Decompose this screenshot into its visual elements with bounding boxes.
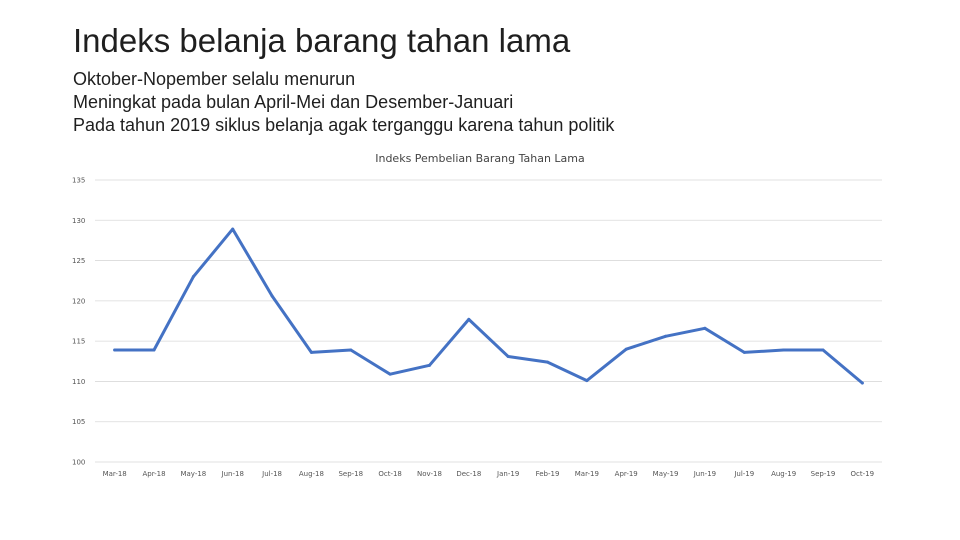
data-point: [388, 372, 392, 376]
y-tick-label: 105: [72, 418, 85, 426]
data-point: [860, 381, 864, 385]
x-tick-label: Jul-18: [261, 470, 282, 478]
data-point: [821, 348, 825, 352]
data-point: [427, 363, 431, 367]
chart-title: Indeks Pembelian Barang Tahan Lama: [375, 152, 585, 165]
x-tick-label: Jul-19: [733, 470, 754, 478]
data-point: [782, 348, 786, 352]
y-tick-label: 120: [72, 297, 85, 305]
x-tick-label: Aug-18: [299, 470, 324, 478]
x-tick-label: Dec-18: [456, 470, 481, 478]
series-group: [113, 227, 864, 385]
x-tick-label: Apr-18: [142, 470, 165, 478]
data-point: [309, 350, 313, 354]
data-point: [231, 227, 235, 231]
x-tick-label: Jun-18: [221, 470, 244, 478]
y-tick-label: 115: [72, 338, 85, 346]
x-tick-label: Aug-19: [771, 470, 796, 478]
x-tick-label: Oct-18: [378, 470, 402, 478]
x-tick-label: Jan-19: [496, 470, 519, 478]
x-tick-label: Sep-19: [811, 470, 836, 478]
data-point: [546, 360, 550, 364]
data-point: [664, 334, 668, 338]
gridlines: [95, 179, 882, 463]
data-point: [191, 275, 195, 279]
series-line: [113, 227, 864, 385]
x-tick-label: May-19: [653, 470, 679, 478]
y-axis-ticks: 100 105 110 115 120 125 130 135: [72, 177, 85, 467]
x-tick-label: Feb-19: [536, 470, 560, 478]
x-tick-label: May-18: [180, 470, 206, 478]
x-tick-label: Apr-19: [615, 470, 638, 478]
slide-title: Indeks belanja barang tahan lama: [73, 22, 571, 59]
data-point: [349, 348, 353, 352]
y-tick-label: 110: [72, 378, 85, 386]
data-point: [467, 317, 471, 321]
bullet-item: Oktober-Nopember selalu menurun: [73, 69, 356, 89]
data-point: [703, 326, 707, 330]
data-point: [270, 294, 274, 298]
x-tick-label: Nov-18: [417, 470, 442, 478]
x-tick-label: Jun-19: [693, 470, 716, 478]
y-tick-label: 125: [72, 257, 85, 265]
data-point: [585, 379, 589, 383]
data-point: [624, 347, 628, 351]
y-tick-label: 100: [72, 459, 85, 467]
data-point: [113, 348, 117, 352]
x-axis-ticks: Mar-18 Apr-18 May-18 Jun-18 Jul-18 Aug-18 Sep-…: [103, 470, 875, 478]
y-tick-label: 135: [72, 177, 85, 185]
bullet-item: Pada tahun 2019 siklus belanja agak terg…: [73, 115, 615, 135]
data-point: [506, 354, 510, 358]
y-tick-label: 130: [72, 217, 85, 225]
data-point: [742, 350, 746, 354]
x-tick-label: Mar-18: [103, 470, 127, 478]
bullet-item: Meningkat pada bulan April-Mei dan Desem…: [73, 92, 514, 112]
x-tick-label: Sep-18: [338, 470, 363, 478]
data-point: [152, 348, 156, 352]
bullet-list: Oktober-Nopember selalu menurun Meningka…: [73, 68, 614, 137]
x-tick-label: Oct-19: [851, 470, 875, 478]
x-tick-label: Mar-19: [575, 470, 599, 478]
